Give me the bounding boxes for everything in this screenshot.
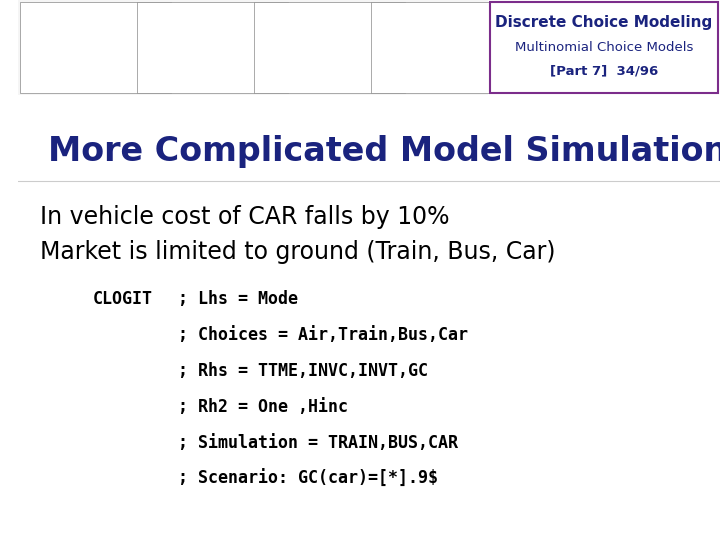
Text: CLOGIT: CLOGIT — [93, 290, 153, 308]
Bar — [18, 0, 488, 95]
Bar — [137, 2, 288, 93]
Bar — [20, 2, 171, 93]
Bar — [490, 2, 718, 93]
Text: ; Scenario: GC(car)=[*].9$: ; Scenario: GC(car)=[*].9$ — [168, 470, 438, 488]
Text: ; Simulation = TRAIN,BUS,CAR: ; Simulation = TRAIN,BUS,CAR — [168, 434, 458, 452]
Text: More Complicated Model Simulation: More Complicated Model Simulation — [48, 134, 720, 167]
Text: ; Rhs = TTME,INVC,INVT,GC: ; Rhs = TTME,INVC,INVT,GC — [168, 362, 428, 380]
Text: Multinomial Choice Models: Multinomial Choice Models — [515, 41, 693, 54]
Text: ; Lhs = Mode: ; Lhs = Mode — [168, 290, 298, 308]
Bar — [254, 2, 405, 93]
Text: [Part 7]  34/96: [Part 7] 34/96 — [550, 65, 658, 78]
Text: In vehicle cost of CAR falls by 10%: In vehicle cost of CAR falls by 10% — [40, 205, 449, 229]
Text: Market is limited to ground (Train, Bus, Car): Market is limited to ground (Train, Bus,… — [40, 240, 556, 264]
Bar — [371, 2, 502, 93]
Text: ; Choices = Air,Train,Bus,Car: ; Choices = Air,Train,Bus,Car — [168, 326, 468, 344]
Text: ; Rh2 = One ,Hinc: ; Rh2 = One ,Hinc — [168, 398, 348, 416]
Text: Discrete Choice Modeling: Discrete Choice Modeling — [495, 15, 713, 30]
